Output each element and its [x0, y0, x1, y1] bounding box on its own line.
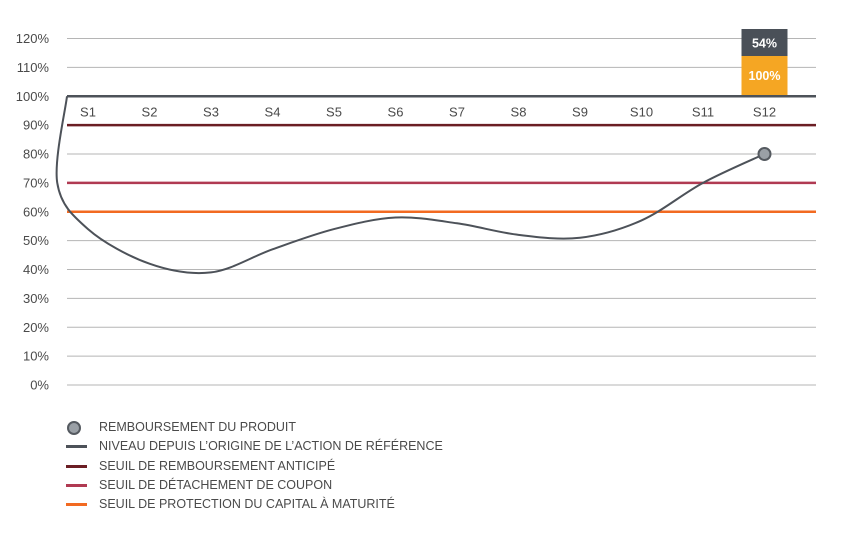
line-swatch-icon — [66, 445, 87, 449]
y-tick-label: 50% — [23, 233, 49, 248]
redemption-dot-icon — [67, 420, 81, 435]
legend-item-capital-protection: SEUIL DE PROTECTION DU CAPITAL À MATURIT… — [66, 495, 443, 514]
legend-item-coupon: SEUIL DE DÉTACHEMENT DE COUPON — [66, 476, 443, 495]
legend-item-redemption: REMBOURSEMENT DU PRODUIT — [66, 418, 443, 437]
x-tick-label: S9 — [572, 104, 588, 119]
legend-item-early-redemption: SEUIL DE REMBOURSEMENT ANTICIPÉ — [66, 457, 443, 476]
y-tick-label: 10% — [23, 349, 49, 364]
y-tick-label: 90% — [23, 118, 49, 133]
series-line — [55, 96, 765, 275]
x-tick-label: S10 — [630, 104, 653, 119]
legend-label: REMBOURSEMENT DU PRODUIT — [99, 420, 297, 434]
legend-item-reference-level: NIVEAU DEPUIS L’ORIGINE DE L’ACTION DE R… — [66, 437, 443, 456]
x-tick-label: S12 — [753, 104, 776, 119]
bar-label-bottom: 100% — [749, 69, 781, 83]
y-tick-label: 80% — [23, 147, 49, 162]
x-tick-label: S7 — [449, 104, 465, 119]
line-chart: 120% 110% 100% 90% 80% 70% 60% 50% 40% 30% 20% 10% 0… — [16, 29, 816, 393]
y-tick-label: 40% — [23, 262, 49, 277]
legend-label: SEUIL DE DÉTACHEMENT DE COUPON — [99, 477, 333, 492]
line-swatch-icon — [66, 484, 87, 488]
y-tick-label: 60% — [23, 204, 49, 219]
x-tick-label: S2 — [142, 104, 158, 119]
y-tick-label: 30% — [23, 291, 49, 306]
y-tick-label: 70% — [23, 175, 49, 190]
x-tick-label: S5 — [326, 104, 342, 119]
y-tick-label: 0% — [30, 378, 49, 393]
legend-label: SEUIL DE REMBOURSEMENT ANTICIPÉ — [99, 458, 336, 473]
y-tick-label: 100% — [16, 89, 50, 104]
y-tick-label: 20% — [23, 320, 49, 335]
x-tick-label: S1 — [80, 104, 96, 119]
bar-label-top: 54% — [752, 37, 777, 51]
bar-segment-top — [741, 29, 788, 56]
x-tick-label: S11 — [692, 104, 714, 119]
x-tick-label: S4 — [265, 104, 281, 119]
redemption-point — [757, 147, 772, 161]
y-tick-label: 120% — [16, 31, 50, 46]
line-swatch-icon — [66, 503, 87, 507]
bar-segment-bottom — [741, 56, 788, 95]
x-tick-label: S8 — [511, 104, 527, 119]
legend-label: SEUIL DE PROTECTION DU CAPITAL À MATURIT… — [99, 497, 395, 512]
chart-legend: REMBOURSEMENT DU PRODUIT NIVEAU DEPUIS L… — [66, 418, 443, 514]
line-swatch-icon — [66, 464, 87, 468]
x-tick-label: S6 — [388, 104, 404, 119]
legend-label: NIVEAU DEPUIS L’ORIGINE DE L’ACTION DE R… — [99, 439, 443, 454]
y-tick-label: 110% — [17, 60, 50, 75]
x-tick-label: S3 — [203, 104, 219, 119]
